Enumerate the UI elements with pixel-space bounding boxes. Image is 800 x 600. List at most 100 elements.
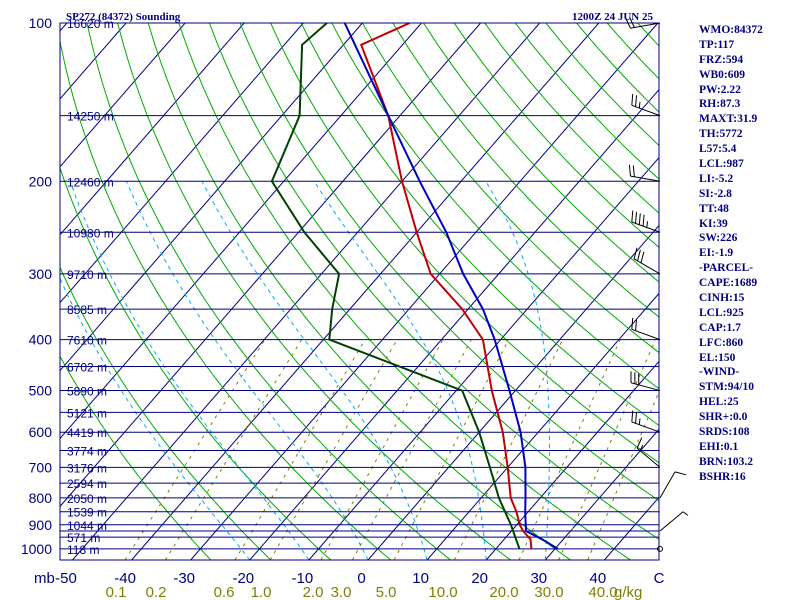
mixing-ratio-line	[393, 339, 510, 560]
wind-barb-half-flag	[639, 444, 644, 451]
parcel-profile-line	[343, 23, 559, 550]
temperature-tick-label: -50	[55, 570, 77, 587]
index-item: RH:87.3	[699, 98, 741, 111]
mixing-ratio-line	[453, 339, 564, 560]
index-item: PW:2.22	[699, 83, 741, 96]
plot-background	[60, 23, 659, 560]
wind-barb-flag	[638, 213, 641, 225]
temperature-tick-label: 30	[530, 570, 547, 587]
chart-title-right: 1200Z 24 JUN 25	[572, 11, 653, 23]
isotherm-line	[60, 23, 68, 32]
index-item: TT:48	[699, 202, 729, 215]
index-item: LCL:987	[699, 158, 744, 171]
pressure-tick-label: 400	[29, 332, 53, 348]
moist-adiabat-line	[201, 181, 428, 560]
isotherm-line	[60, 23, 481, 508]
dry-adiabat-line	[423, 23, 659, 283]
wind-barb-staff	[636, 447, 661, 468]
wind-barb-flag	[635, 211, 638, 224]
wind-barb	[631, 317, 661, 341]
index-item: SRDS:108	[699, 426, 750, 439]
mixing-ratio-tick-label: 40.0	[588, 584, 617, 600]
mixing-ratio-unit-label: g/kg	[614, 584, 642, 600]
height-tick-label: 7610 m	[67, 334, 107, 348]
index-item: LFC:860	[699, 336, 744, 349]
dewpoint-profile-line	[270, 23, 521, 550]
isotherm-line	[190, 23, 659, 560]
moist-adiabat-line	[485, 181, 550, 560]
wind-barb-staff	[631, 221, 661, 233]
isotherm-line	[72, 23, 541, 560]
wind-barb	[659, 471, 687, 499]
height-tick-label: 571 m	[67, 531, 100, 545]
index-item: BSHR:16	[699, 470, 746, 483]
isotherm-line	[60, 23, 422, 440]
dry-adiabat-line	[392, 23, 659, 318]
isotherm-line	[60, 23, 186, 168]
mixing-ratio-tick-label: 0.6	[214, 584, 235, 600]
wind-barb-half-flag	[638, 101, 641, 109]
index-item: EI:-1.9	[699, 247, 734, 260]
pressure-tick-label: 1000	[21, 541, 52, 557]
wind-barb-flag	[674, 471, 687, 476]
wind-barb	[628, 164, 661, 182]
pressure-tick-label: 100	[29, 15, 53, 31]
isotherm-line	[131, 23, 600, 560]
mixing-ratio-tick-label: 3.0	[331, 584, 352, 600]
index-item: TH:5772	[699, 128, 743, 141]
dry-adiabat-line	[331, 23, 659, 390]
height-tick-label: 1539 m	[67, 506, 107, 520]
dry-adiabat-line	[270, 23, 659, 464]
mixing-ratio-labels: 0.1 0.2 0.6 1.0 2.0 3.0 5.0 10.0 20.0 30.0 40.0	[106, 584, 618, 600]
height-tick-label: 5121 m	[67, 406, 107, 420]
index-item: EHI:0.1	[699, 440, 739, 453]
index-item: HEL:25	[699, 396, 739, 409]
index-item: CINH:15	[699, 292, 745, 305]
index-item: SI:-2.8	[699, 187, 732, 200]
pressure-tick-label: 800	[29, 490, 53, 506]
wind-barb-flag	[635, 319, 638, 331]
profile-lines	[270, 23, 559, 550]
index-item: BRN:103.2	[699, 455, 753, 468]
height-tick-label: 118 m	[67, 543, 99, 557]
pressure-tick-label: 300	[29, 266, 53, 282]
wind-barb-flag	[632, 165, 635, 177]
wind-barb-flag	[628, 164, 631, 177]
wind-barb-staff	[630, 22, 661, 29]
index-item: -PARCEL-	[699, 262, 754, 275]
index-item: LI:-5.2	[699, 172, 734, 185]
mixing-ratio-line	[269, 339, 398, 560]
pressure-tick-label: 500	[29, 383, 53, 399]
height-labels: 16620 m 14250 m 12460 m 10980 m 9710 m 8585 m…	[67, 17, 114, 557]
wind-barb-flag	[631, 317, 634, 330]
wind-barb-half-flag	[646, 221, 648, 228]
wind-barb-half-flag	[638, 418, 641, 425]
moist-adiabat-line	[126, 181, 369, 560]
wind-barb	[631, 410, 661, 433]
height-tick-label: 8585 m	[67, 303, 107, 317]
wind-barb-staff	[633, 258, 661, 275]
pressure-tick-label: 900	[29, 517, 53, 533]
isobars	[60, 22, 659, 550]
height-tick-label: 10980 m	[67, 226, 114, 240]
wind-barb-flag	[635, 95, 638, 107]
wind-barb	[633, 247, 661, 275]
dry-adiabat-line	[60, 266, 272, 560]
index-item: FRZ:594	[699, 53, 744, 66]
dry-adiabat-line	[239, 23, 659, 502]
temperature-tick-label: -30	[173, 570, 195, 587]
temperature-tick-label: 0	[357, 570, 365, 587]
dry-adiabat-line	[60, 355, 212, 560]
index-item: WMO:84372	[699, 24, 763, 36]
mixing-ratio-tick-label: 10.0	[428, 584, 457, 600]
wind-barb-flag	[635, 411, 638, 424]
wind-barbs	[625, 16, 689, 552]
index-item: L57:5.4	[699, 143, 737, 156]
dry-adiabat-line	[453, 23, 659, 248]
moist-adiabat-line	[69, 181, 310, 560]
index-item: WB0:609	[699, 68, 745, 81]
mixing-ratio-tick-label: 1.0	[251, 584, 272, 600]
index-item: CAP:1.7	[699, 321, 741, 334]
dry-adiabat-line	[178, 23, 631, 560]
temperature-tick-label: 10	[412, 570, 429, 587]
